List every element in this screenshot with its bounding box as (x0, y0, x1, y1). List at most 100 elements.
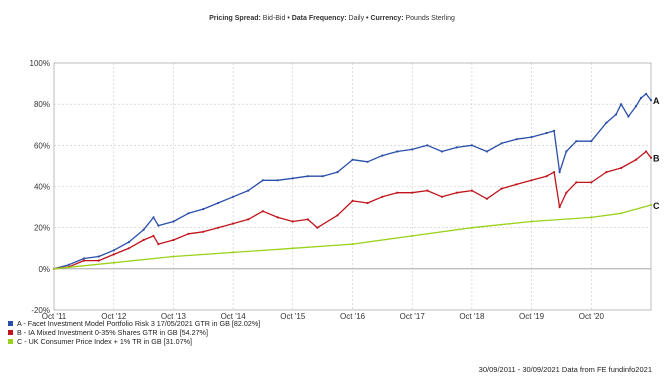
series-point-c (172, 255, 175, 258)
series-point-a (187, 212, 190, 215)
x-tick-label: Oct '19 (519, 312, 545, 321)
series-point-b (530, 179, 533, 182)
series-point-b (316, 226, 319, 229)
series-point-a (291, 177, 294, 180)
series-point-b (500, 187, 503, 190)
series-line-a (53, 93, 652, 270)
series-point-b (306, 218, 309, 221)
series-point-b (485, 197, 488, 200)
series-point-b (634, 158, 638, 161)
series-point-a (634, 105, 638, 108)
series-point-a (515, 138, 518, 141)
series-point-c (52, 267, 56, 270)
series-point-b (291, 220, 294, 223)
series-point-a (336, 171, 339, 174)
series-point-a (426, 144, 429, 147)
x-tick-label: Oct '11 (42, 312, 67, 321)
axes: -20% 0% 20% 40% 60% 80% 100% Oct '11 Oct '12 Oct … (30, 59, 605, 321)
chart-header: Pricing Spread: Bid-Bid • Data Frequency… (209, 15, 455, 22)
series-point-a (152, 216, 155, 219)
series-point-a (82, 257, 85, 260)
series-line-c (53, 204, 652, 270)
x-tick-label: Oct '14 (221, 312, 247, 321)
series-point-b (187, 232, 190, 235)
series-point-a (157, 224, 160, 227)
legend-entry-c: C - UK Consumer Price Index + 1% TR in G… (17, 337, 192, 346)
series-end-label-b: B (653, 154, 660, 164)
series-point-c (620, 212, 623, 215)
series-point-c (530, 220, 533, 223)
series-point-a (127, 241, 130, 244)
series-point-b (553, 171, 556, 174)
series-point-b (440, 195, 444, 198)
spread-value: Bid-Bid (263, 15, 286, 22)
series-point-b (411, 191, 414, 194)
currency-label: Currency: (370, 15, 403, 22)
y-tick-label: 40% (34, 183, 50, 192)
currency-value: Pounds Sterling (405, 15, 455, 22)
series-point-a (530, 136, 533, 139)
series-point-a (172, 220, 175, 223)
legend-swatch-a (8, 321, 13, 326)
series-point-a (455, 146, 458, 149)
y-tick-label: 80% (34, 100, 50, 109)
series-point-a (627, 115, 630, 118)
grid (53, 62, 652, 311)
series-point-b (232, 222, 235, 225)
series-point-a (247, 189, 250, 192)
series-point-b (575, 181, 578, 184)
series-point-a (485, 150, 488, 153)
series-point-b (558, 206, 561, 209)
series-point-a (545, 131, 548, 135)
series-point-a (97, 255, 100, 258)
series-point-b (351, 199, 354, 202)
series-point-c (351, 243, 354, 246)
series-point-b (366, 201, 369, 205)
series-point-b (127, 247, 130, 250)
x-tick-label: Oct '20 (579, 312, 605, 321)
series-point-a (381, 154, 384, 157)
series-point-a (232, 195, 235, 198)
series-point-b (261, 210, 264, 213)
frequency-label: Data Frequency: (292, 15, 347, 22)
series-point-a (276, 179, 279, 182)
series-point-a (649, 99, 653, 102)
x-tick-label: Oct '13 (161, 312, 187, 321)
x-tick-label: Oct '15 (280, 312, 306, 321)
series-point-a (500, 142, 503, 145)
series-point-a (440, 150, 444, 153)
y-tick-label: 60% (34, 141, 50, 150)
frequency-value: Daily (349, 15, 365, 22)
legend-entry-a: A - Facet Investment Model Portfolio Ris… (17, 319, 260, 328)
series-point-b (645, 150, 648, 153)
y-tick-label: 20% (34, 224, 50, 233)
series-point-b (142, 238, 145, 242)
series-point-b (620, 166, 623, 170)
legend-swatch-b (8, 330, 13, 335)
series-point-c (470, 226, 473, 229)
legend-swatch-c (8, 339, 13, 344)
series-point-c (590, 216, 593, 219)
x-tick-label: Oct '12 (101, 312, 127, 321)
series-end-label-a: A (653, 96, 660, 106)
series-point-a (553, 129, 556, 132)
series-point-b (97, 259, 100, 262)
separator-2: • (366, 15, 369, 22)
series-point-a (306, 175, 309, 178)
series-point-b (217, 226, 220, 229)
x-tick-label: Oct '17 (400, 312, 426, 321)
series-point-b (172, 238, 175, 242)
series-point-a (470, 144, 473, 147)
series-point-a (202, 208, 205, 211)
separator-1: • (287, 15, 290, 22)
series-point-b (202, 230, 205, 233)
series-point-a (620, 103, 623, 106)
series-point-b (515, 183, 518, 186)
series-point-a (558, 171, 561, 174)
series-point-c (411, 234, 414, 237)
legend: A - Facet Investment Model Portfolio Ris… (8, 319, 260, 346)
series-point-b (590, 181, 593, 184)
series-point-b (157, 243, 160, 246)
series-point-b (276, 216, 279, 219)
series-point-c (112, 261, 115, 264)
